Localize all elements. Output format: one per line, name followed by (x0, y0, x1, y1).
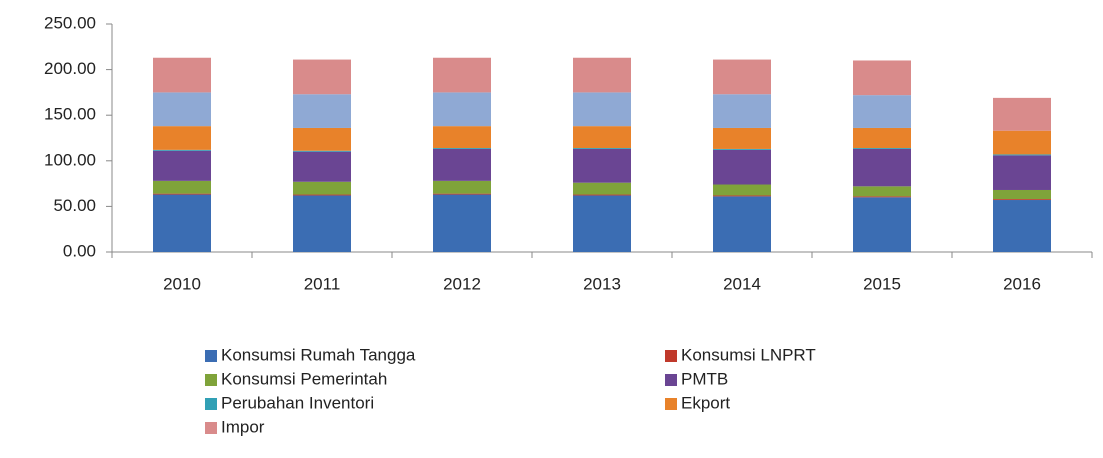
legend-label: Perubahan Inventori (221, 393, 374, 412)
bar-segment (853, 186, 911, 197)
bar-segment (293, 127, 351, 151)
bar-segment (993, 97, 1051, 131)
bar-segment (853, 60, 911, 96)
bar-segment (713, 127, 771, 149)
bar-segment (713, 184, 771, 196)
bar-segment (573, 195, 631, 252)
bar-segment (573, 148, 631, 149)
x-tick-label: 2011 (304, 274, 341, 293)
bar-segment (993, 130, 1051, 155)
bar-segment (853, 148, 911, 149)
bar-segment (433, 193, 491, 195)
bar-segment (713, 195, 771, 197)
x-tick-label: 2014 (723, 274, 761, 293)
bar-segment (153, 57, 211, 93)
bar-segment (293, 195, 351, 252)
bar-segment (573, 182, 631, 195)
bar-segment (433, 126, 491, 149)
bar-segment (713, 94, 771, 128)
bar-segment (853, 95, 911, 128)
bar-segment (433, 180, 491, 194)
bar-segment (433, 148, 491, 181)
bar-segment (713, 149, 771, 185)
legend-swatch (205, 350, 217, 362)
legend-swatch (205, 422, 217, 434)
bar-segment (573, 92, 631, 127)
x-tick-label: 2013 (583, 274, 621, 293)
legend-label: Konsumsi Pemerintah (221, 369, 387, 388)
legend-swatch (665, 374, 677, 386)
bar-segment (293, 181, 351, 195)
bar-segment (993, 154, 1051, 156)
bar-segment (853, 196, 911, 198)
bar-segment (853, 127, 911, 149)
bar-segment (153, 194, 211, 252)
legend-label: Konsumsi Rumah Tangga (221, 345, 416, 364)
bar-segment (573, 57, 631, 93)
x-tick-label: 2012 (443, 274, 481, 293)
bar-segment (433, 194, 491, 252)
bar-segment (993, 155, 1051, 190)
legend-label: Konsumsi LNPRT (681, 345, 816, 364)
x-tick-label: 2010 (163, 274, 201, 293)
bar-segment (433, 148, 491, 149)
legend-label: Impor (221, 417, 265, 436)
bar-segment (713, 148, 771, 150)
bar-segment (153, 149, 211, 151)
bar-segment (433, 57, 491, 93)
bar-segment (153, 150, 211, 181)
bar-segment (573, 126, 631, 149)
y-tick-label: 200.00 (44, 59, 96, 78)
bar-segment (713, 196, 771, 252)
bar-segment (853, 148, 911, 187)
legend-swatch (665, 398, 677, 410)
legend-swatch (205, 374, 217, 386)
x-tick-label: 2015 (863, 274, 901, 293)
y-tick-label: 150.00 (44, 105, 96, 124)
bar-segment (293, 59, 351, 95)
bar-segment (293, 194, 351, 196)
bar-segment (853, 197, 911, 252)
bar-segment (713, 59, 771, 95)
bar-segment (293, 94, 351, 128)
bar-segment (993, 200, 1051, 252)
bar-segment (573, 148, 631, 183)
bar-segment (153, 180, 211, 194)
bar-segment (293, 151, 351, 182)
bar-segment (153, 193, 211, 195)
y-tick-label: 50.00 (53, 196, 96, 215)
y-tick-label: 0.00 (63, 241, 96, 260)
legend-label: PMTB (681, 369, 728, 388)
legend-label: Ekport (681, 393, 730, 412)
bar-segment (993, 199, 1051, 201)
bar-segment (293, 150, 351, 152)
bar-segment (153, 92, 211, 127)
y-tick-label: 250.00 (44, 13, 96, 32)
bar-segment (573, 194, 631, 196)
x-tick-label: 2016 (1003, 274, 1041, 293)
legend-swatch (665, 350, 677, 362)
bar-segment (433, 92, 491, 127)
bar-segment (993, 189, 1051, 200)
legend-swatch (205, 398, 217, 410)
y-tick-label: 100.00 (44, 150, 96, 169)
bar-segment (153, 126, 211, 150)
